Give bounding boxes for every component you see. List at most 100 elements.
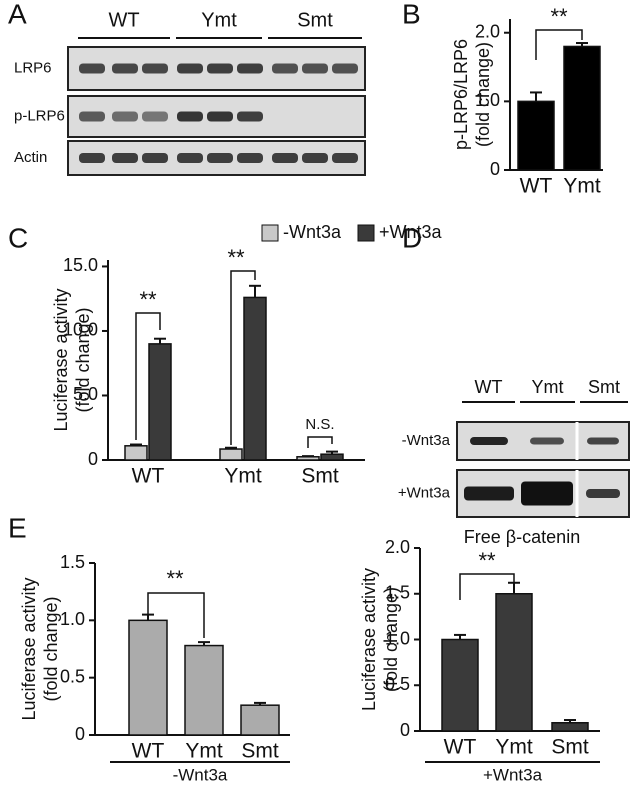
lane-group-label: Ymt: [531, 377, 563, 397]
bar: [551, 722, 589, 732]
y-tick-label: 2.0: [475, 21, 500, 41]
band: [177, 111, 203, 122]
band: [207, 153, 233, 163]
x-tick-label: Ymt: [563, 175, 601, 198]
y-tick-label: 0.5: [385, 674, 410, 694]
y-tick-label: 10.0: [63, 320, 98, 340]
x-tick-label: Ymt: [495, 736, 533, 759]
legend-swatch: [261, 224, 279, 242]
lane-group-label: Ymt: [201, 9, 237, 31]
bar: [124, 445, 148, 461]
y-tick-label: 0: [490, 159, 500, 179]
band: [112, 111, 138, 122]
band: [142, 63, 168, 74]
significance-label: N.S.: [305, 416, 334, 433]
band: [586, 489, 620, 498]
band: [302, 63, 328, 74]
lane-group-label: Smt: [588, 377, 620, 397]
band: [464, 486, 514, 501]
x-tick-label: WT: [132, 740, 165, 763]
panel-label: C: [8, 222, 28, 253]
bar: [243, 296, 267, 461]
bar: [148, 343, 172, 461]
x-tick-label: WT: [132, 465, 165, 488]
panel-label: D: [402, 222, 422, 253]
band: [302, 153, 328, 163]
y-tick-label: 1.5: [385, 583, 410, 603]
band: [332, 63, 358, 74]
y-tick-label: 15.0: [63, 255, 98, 275]
bar: [296, 456, 320, 461]
panel-label: B: [402, 0, 421, 29]
panel-label: E: [8, 512, 27, 543]
y-tick-label: 1.0: [385, 628, 410, 648]
blot-row-label: +Wnt3a: [398, 484, 451, 501]
bar: [128, 619, 168, 736]
significance-bracket: [230, 270, 256, 445]
bar: [184, 644, 224, 736]
y-tick-label: 1.0: [475, 90, 500, 110]
x-tick-label: WT: [520, 175, 553, 198]
y-tick-label: 0: [400, 720, 410, 740]
band: [587, 437, 619, 445]
bar: [563, 45, 601, 171]
band: [177, 63, 203, 74]
band: [207, 63, 233, 74]
y-axis-label: (fold change): [381, 587, 401, 692]
band: [521, 481, 573, 506]
x-axis-label: +Wnt3a: [483, 765, 543, 784]
bar: [320, 453, 344, 461]
band: [530, 437, 564, 445]
bar: [240, 704, 280, 736]
lane-group-label: WT: [475, 377, 503, 397]
y-axis-label: Luciferase activity: [359, 568, 379, 711]
significance-label: **: [550, 4, 568, 29]
blot-caption: Free β-catenin: [464, 527, 580, 547]
y-tick-label: 1.0: [60, 609, 85, 629]
significance-bracket: [535, 29, 583, 60]
y-tick-label: 0: [88, 449, 98, 469]
band: [177, 153, 203, 163]
bar: [495, 593, 533, 732]
band: [272, 153, 298, 163]
band: [142, 111, 168, 122]
y-axis-label: Luciferase activity: [19, 577, 39, 720]
legend-label: -Wnt3a: [283, 222, 342, 242]
significance-bracket: [135, 312, 161, 440]
x-tick-label: Smt: [301, 465, 339, 488]
x-tick-label: Ymt: [224, 465, 262, 488]
y-axis-label: p-LRP6/LRP6: [451, 39, 471, 150]
significance-label: **: [478, 548, 496, 573]
band: [237, 111, 263, 122]
significance-label: **: [166, 566, 184, 591]
panel-label: A: [8, 0, 27, 29]
band: [79, 63, 105, 74]
band: [112, 63, 138, 74]
y-tick-label: 5.0: [73, 384, 98, 404]
bar: [441, 638, 479, 732]
lane-group-label: Smt: [297, 9, 333, 31]
x-tick-label: Ymt: [185, 740, 223, 763]
y-axis-label: (fold change): [473, 42, 493, 147]
legend-label: +Wnt3a: [379, 222, 443, 242]
band: [142, 153, 168, 163]
y-axis-label: (fold change): [41, 596, 61, 701]
blot-row-label: Actin: [14, 149, 47, 166]
band: [237, 153, 263, 163]
band: [207, 111, 233, 122]
band: [237, 63, 263, 74]
blot-row-label: LRP6: [14, 59, 52, 76]
x-axis-label: -Wnt3a: [173, 765, 228, 784]
band: [79, 111, 105, 122]
legend-swatch: [357, 224, 375, 242]
y-axis-label: Luciferase activity: [51, 288, 71, 431]
significance-label: **: [227, 245, 245, 270]
band: [470, 437, 508, 445]
bar: [517, 100, 555, 171]
lane-group-label: WT: [108, 9, 139, 31]
band: [332, 153, 358, 163]
y-tick-label: 1.5: [60, 552, 85, 572]
blot-row-label: p-LRP6: [14, 107, 65, 124]
significance-bracket: [307, 436, 333, 448]
